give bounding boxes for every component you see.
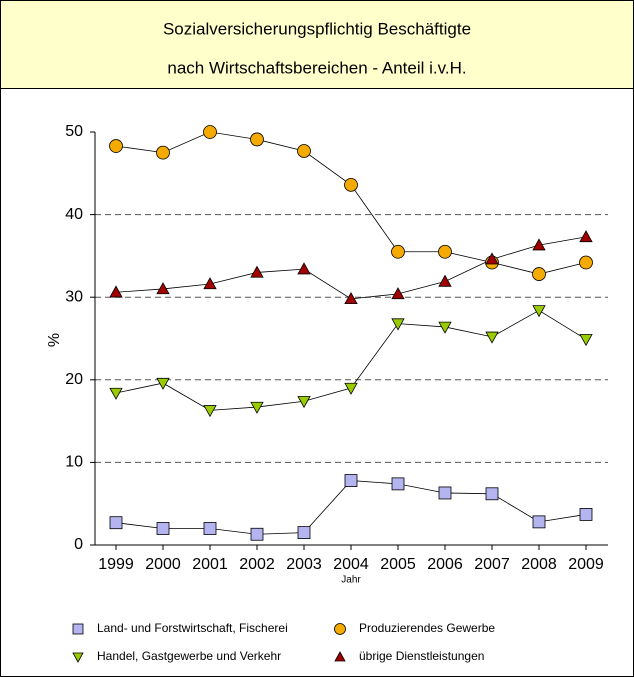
data-point xyxy=(297,396,311,409)
y-tick-label: 30 xyxy=(65,288,83,305)
legend-label: übrige Dienstleistungen xyxy=(359,649,484,663)
legend-label: Land- und Forstwirtschaft, Fischerei xyxy=(97,621,288,635)
y-tick-label: 40 xyxy=(65,206,83,223)
data-point xyxy=(438,321,452,334)
data-point xyxy=(391,244,405,259)
data-point xyxy=(485,331,499,344)
legend-marker xyxy=(72,623,84,635)
data-point xyxy=(250,401,264,414)
data-point xyxy=(532,267,546,281)
data-point xyxy=(297,526,311,540)
data-point xyxy=(438,274,452,287)
data-point xyxy=(109,516,123,530)
data-point xyxy=(532,305,546,318)
y-tick-label: 10 xyxy=(65,454,83,471)
y-tick-label: 50 xyxy=(65,123,83,140)
data-point xyxy=(109,387,123,400)
data-point xyxy=(344,382,358,395)
x-tick-label: 2007 xyxy=(474,556,510,573)
legend-marker xyxy=(334,651,346,662)
data-point xyxy=(250,265,264,278)
x-tick-label: 2005 xyxy=(380,556,416,573)
y-tick-label: 20 xyxy=(65,371,83,388)
y-tick-label: 0 xyxy=(74,536,83,553)
data-point xyxy=(391,318,405,331)
data-point xyxy=(297,144,311,158)
data-point xyxy=(156,282,170,295)
data-point xyxy=(203,277,217,290)
data-point xyxy=(485,487,499,501)
data-point xyxy=(485,252,499,265)
data-point xyxy=(109,139,123,153)
y-axis-label: % xyxy=(46,333,63,347)
data-point xyxy=(438,244,452,259)
data-point xyxy=(297,262,311,275)
x-tick-label: 2008 xyxy=(521,556,557,573)
data-point xyxy=(532,238,546,251)
data-point xyxy=(579,255,593,270)
x-tick-label: 1999 xyxy=(98,556,134,573)
x-axis-label: Jahr xyxy=(341,575,361,586)
data-point xyxy=(344,292,358,305)
data-point xyxy=(250,132,264,147)
legend-marker xyxy=(72,652,84,663)
data-point xyxy=(203,522,217,535)
data-point xyxy=(344,474,358,487)
data-point xyxy=(344,177,358,192)
x-tick-label: 2009 xyxy=(568,556,604,573)
data-point xyxy=(156,522,170,535)
legend-label: Produzierendes Gewerbe xyxy=(359,621,495,635)
data-point xyxy=(438,486,452,500)
data-point xyxy=(156,377,170,390)
data-point xyxy=(579,508,593,521)
x-tick-label: 2003 xyxy=(286,556,322,573)
x-tick-label: 2000 xyxy=(145,556,181,573)
data-point xyxy=(250,527,264,541)
data-point xyxy=(532,515,546,529)
x-tick-label: 2002 xyxy=(239,556,275,573)
data-point xyxy=(391,477,405,491)
data-point xyxy=(203,405,217,418)
x-tick-label: 2006 xyxy=(427,556,463,573)
data-point xyxy=(156,145,170,160)
chart-title: nach Wirtschaftsbereichen - Anteil i.v.H… xyxy=(167,58,466,77)
data-point xyxy=(391,287,405,300)
chart-title: Sozialversicherungspflichtig Beschäftigt… xyxy=(163,19,471,38)
legend-marker xyxy=(334,623,346,635)
data-point xyxy=(579,334,593,347)
x-tick-label: 2004 xyxy=(333,556,369,573)
legend-label: Handel, Gastgewerbe und Verkehr xyxy=(97,649,281,663)
data-point xyxy=(203,125,217,139)
data-point xyxy=(109,285,123,298)
x-tick-label: 2001 xyxy=(192,556,228,573)
title-band xyxy=(0,0,634,89)
data-point xyxy=(579,230,593,243)
